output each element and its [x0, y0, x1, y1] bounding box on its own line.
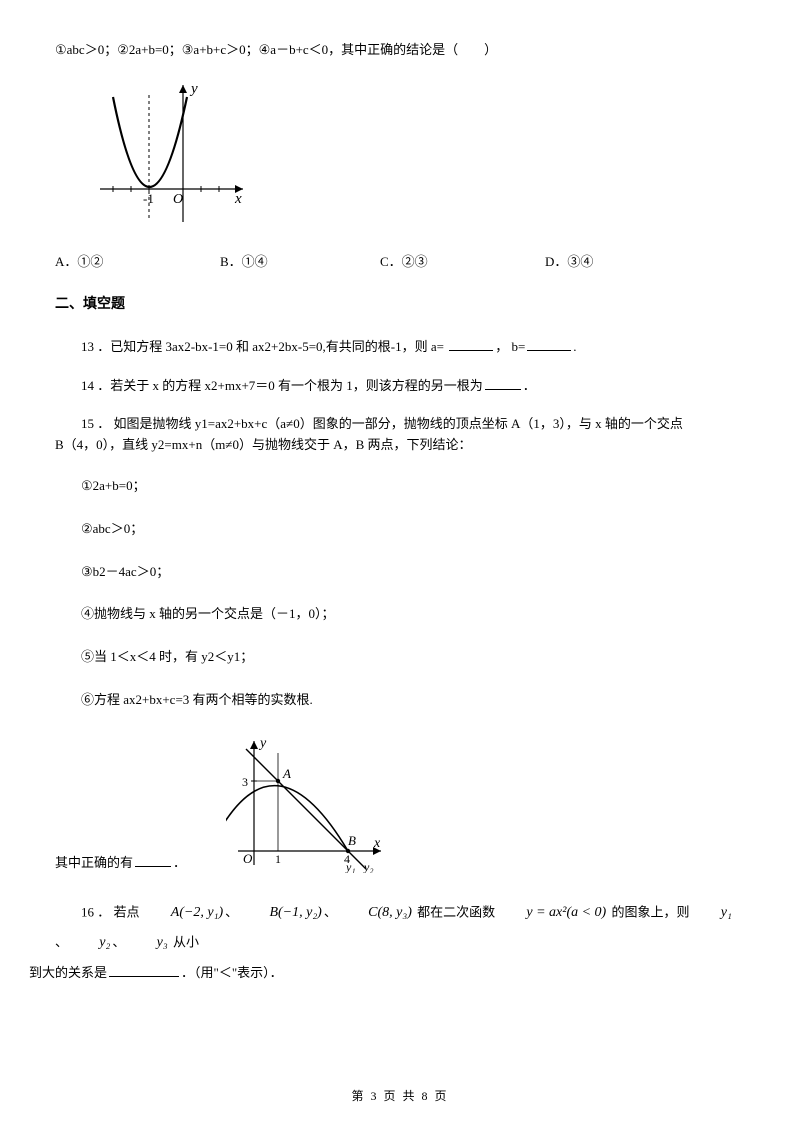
q15-s2: ②abc＞0；	[55, 519, 745, 540]
q15-s1: ①2a+b=0；	[55, 476, 745, 497]
q13-blank-b	[527, 338, 571, 351]
q16-tail2: 从小	[173, 935, 199, 950]
parabola-line-icon: O y x 1 4 3 A B y₂ y₁	[226, 733, 391, 873]
q16-c: C(8, y₃)	[340, 898, 414, 929]
q15-intro: 15 ． 如图是抛物线 y1=ax2+bx+c（a≠0）图象的一部分，抛物线的顶…	[55, 414, 745, 456]
q16-y2: y₂	[71, 928, 112, 959]
q15-intro-line1: 15 ． 如图是抛物线 y1=ax2+bx+c（a≠0）图象的一部分，抛物线的顶…	[55, 414, 745, 435]
q15-intro-line2: B（4，0），直线 y2=mx+n（m≠0）与抛物线交于 A，B 两点，下列结论…	[55, 435, 745, 456]
q16-tail1: 的图象上，则	[611, 904, 689, 919]
opt-a: A．①②	[55, 252, 220, 273]
svg-text:x: x	[373, 836, 381, 851]
q16-pre: 16 ． 若点	[81, 904, 140, 919]
q12-options: A．①② B．①④ C．②③ D．③④	[55, 252, 745, 273]
q16-mid: 都在二次函数	[417, 904, 495, 919]
q16-blank	[109, 964, 179, 977]
q15-tail-end: ．	[173, 855, 186, 870]
section-title-fill: 二、填空题	[55, 294, 745, 316]
q13: 13 ．已知方程 3ax2-bx-1=0 和 ax2+2bx-5=0,有共同的根…	[55, 337, 745, 358]
q15-s6: ⑥方程 ax2+bx+c=3 有两个相等的实数根.	[55, 690, 745, 711]
q13-mid: ， b=	[495, 339, 525, 354]
svg-text:y₁: y₁	[345, 860, 356, 873]
svg-text:O: O	[173, 192, 183, 207]
q16-y1: y₁	[693, 898, 734, 929]
q13-pre: 13 ．已知方程 3ax2-bx-1=0 和 ax2+2bx-5=0,有共同的根…	[81, 339, 447, 354]
svg-text:y: y	[189, 81, 198, 97]
page-footer: 第 3 页 共 8 页	[0, 1087, 800, 1106]
q15-graph: O y x 1 4 3 A B y₂ y₁	[226, 733, 391, 880]
q15-tail: 其中正确的有 ．	[55, 853, 186, 880]
q16-sep4: 、	[112, 935, 125, 950]
q13-end: .	[573, 339, 576, 354]
q16-a: A(−2, y₁)	[143, 898, 225, 929]
q13-blank-a	[449, 338, 493, 351]
q12-graph: y -1 O x	[95, 77, 745, 234]
q16-y3: y₃	[129, 928, 170, 959]
svg-text:y₂: y₂	[363, 860, 374, 873]
svg-text:B: B	[348, 833, 356, 848]
q14-pre: 14 ．若关于 x 的方程 x2+mx+7＝0 有一个根为 1，则该方程的另一根…	[81, 378, 483, 393]
opt-b: B．①④	[220, 252, 380, 273]
q15-s5: ⑤当 1＜x＜4 时，有 y2＜y1；	[55, 647, 745, 668]
q15-s3: ③b2－4ac＞0；	[55, 562, 745, 583]
q16-sep1: 、	[225, 904, 238, 919]
svg-text:-1: -1	[143, 191, 154, 206]
q16-line2-pre: 到大的关系是	[29, 965, 107, 980]
q15-graph-row: 其中正确的有． O y x 1 4 3 A	[55, 733, 745, 880]
svg-text:1: 1	[275, 852, 281, 866]
q15-tail-pre: 其中正确的有	[55, 855, 133, 870]
q15-blank	[135, 854, 171, 867]
q16-line2-end: ．（用"＜"表示）．	[181, 965, 283, 980]
parabola-icon: y -1 O x	[95, 77, 250, 227]
q16-func: y = ax²(a < 0)	[498, 898, 608, 929]
q15-s4: ④抛物线与 x 轴的另一个交点是（－1，0）；	[55, 604, 745, 625]
opt-c: C．②③	[380, 252, 545, 273]
q16-sep2: 、	[324, 904, 337, 919]
svg-text:3: 3	[242, 775, 248, 789]
q16: 16 ． 若点 A(−2, y₁)、 B(−1, y₂)、 C(8, y₃) 都…	[55, 898, 745, 988]
q14-end: ．	[523, 378, 536, 393]
svg-text:y: y	[258, 736, 267, 751]
opt-d: D．③④	[545, 252, 593, 273]
q12-stem: ①abc＞0；②2a+b=0；③a+b+c＞0；④a－b+c＜0，其中正确的结论…	[55, 40, 745, 61]
svg-text:O: O	[243, 851, 253, 866]
q16-sep3: 、	[55, 935, 68, 950]
q16-b: B(−1, y₂)	[241, 898, 323, 929]
q14: 14 ．若关于 x 的方程 x2+mx+7＝0 有一个根为 1，则该方程的另一根…	[55, 376, 745, 397]
svg-text:A: A	[282, 766, 291, 781]
svg-text:x: x	[234, 191, 242, 207]
q14-blank	[485, 377, 521, 390]
